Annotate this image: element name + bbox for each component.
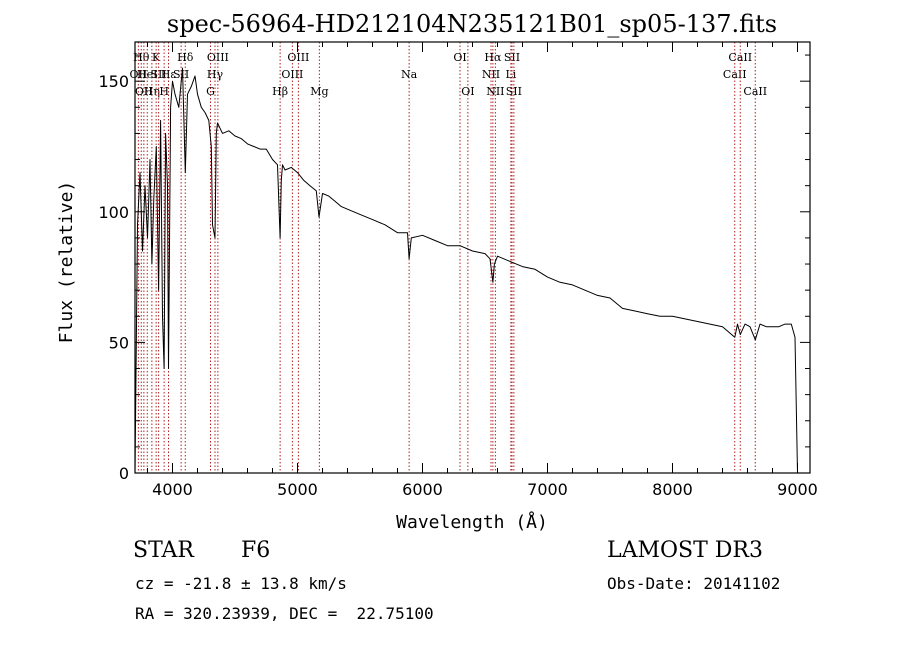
line-marker-label-27: CaII xyxy=(723,68,747,81)
obs-date: Obs-Date: 20141102 xyxy=(607,574,781,593)
line-marker-label-26: SII xyxy=(506,85,522,98)
plot-frame xyxy=(134,41,811,474)
x-tick-label-2: 6000 xyxy=(402,480,443,499)
line-marker-label-4: Hη xyxy=(144,85,160,98)
line-marker-label-21: NII xyxy=(482,68,500,81)
line-marker-label-7: H xyxy=(159,85,169,98)
line-marker-label-2: OII xyxy=(135,85,153,98)
line-marker-label-13: OIII xyxy=(207,51,229,64)
line-marker-label-11: G xyxy=(206,85,215,98)
x-tick-label-0: 4000 xyxy=(152,480,193,499)
y-axis-label: Flux (relative) xyxy=(56,181,77,344)
line-marker-label-8: Hε xyxy=(161,68,177,81)
axis-ticks: 4000 5000 6000 7000 8000 9000 0 50 100 150 xyxy=(98,42,818,499)
line-marker-label-14: Hβ xyxy=(272,85,288,98)
line-marker-label-17: Mg xyxy=(310,85,328,98)
x-tick-label-3: 7000 xyxy=(527,480,568,499)
line-marker-label-5: K xyxy=(152,51,161,64)
line-marker-label-12: Hγ xyxy=(207,68,224,81)
object-class: STAR xyxy=(133,538,194,563)
y-tick-label-0: 0 xyxy=(119,464,129,483)
cz-value: cz = -21.8 ± 13.8 km/s xyxy=(135,574,347,593)
subclass: F6 xyxy=(241,538,271,563)
x-axis-label: Wavelength (Å) xyxy=(396,511,548,533)
line-marker-label-18: Na xyxy=(401,68,418,81)
line-marker-label-1: Hθ xyxy=(133,51,150,64)
series-layer xyxy=(134,67,798,474)
line-marker-label-0: OII xyxy=(130,68,148,81)
coordinates: RA = 320.23939, DEC = 22.75100 xyxy=(135,604,434,623)
spectrum-chart: spec-56964-HD212104N235121B01_sp05-137.f… xyxy=(56,10,818,533)
line-marker-label-16: OIII xyxy=(287,51,309,64)
y-tick-label-3: 150 xyxy=(98,72,129,91)
line-markers: OIIHθOIIHeIHηKSIIHHεSIIHδGHγOIIIHβOIIIOI… xyxy=(130,42,767,473)
line-marker-label-23: NII xyxy=(486,85,504,98)
line-marker-label-22: Hα xyxy=(484,51,502,64)
y-tick-label-2: 100 xyxy=(98,203,129,222)
y-tick-label-1: 50 xyxy=(109,333,129,352)
line-marker-label-10: Hδ xyxy=(177,51,194,64)
chart-title: spec-56964-HD212104N235121B01_sp05-137.f… xyxy=(167,10,777,38)
survey-name: LAMOST DR3 xyxy=(607,538,763,563)
line-marker-label-24: Li xyxy=(505,68,516,81)
line-marker-label-29: CaII xyxy=(743,85,767,98)
line-marker-label-28: CaII xyxy=(728,51,752,64)
x-tick-label-5: 9000 xyxy=(777,480,818,499)
series-line-spectrum xyxy=(134,67,798,474)
line-marker-label-19: OI xyxy=(453,51,466,64)
line-marker-label-25: SII xyxy=(504,51,520,64)
line-marker-label-6: SII xyxy=(151,68,167,81)
x-tick-label-4: 8000 xyxy=(652,480,693,499)
line-marker-label-15: OIII xyxy=(281,68,303,81)
line-marker-label-20: OI xyxy=(461,85,474,98)
x-tick-label-1: 5000 xyxy=(277,480,318,499)
